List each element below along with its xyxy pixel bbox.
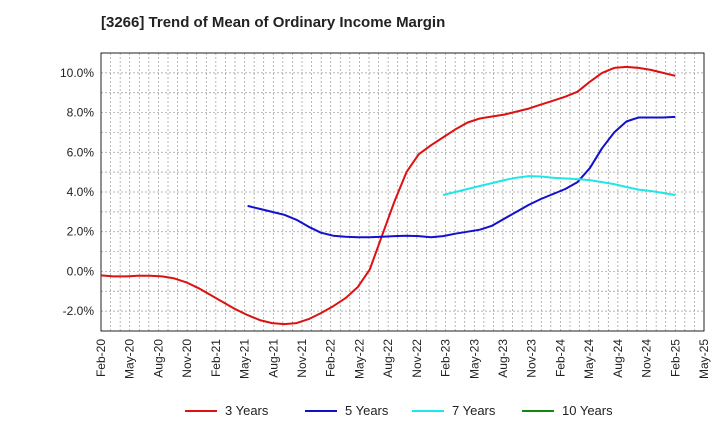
x-tick-label: Feb-24 bbox=[553, 339, 567, 377]
x-tick-label: Feb-20 bbox=[94, 339, 108, 377]
x-tick-label: May-23 bbox=[467, 339, 481, 379]
x-tick-label: May-25 bbox=[697, 339, 711, 379]
x-tick-label: Feb-23 bbox=[439, 339, 453, 377]
x-tick-label: Aug-20 bbox=[151, 339, 165, 378]
x-tick-label: Aug-22 bbox=[381, 339, 395, 378]
series-line-5-years bbox=[247, 115, 676, 239]
legend-label: 7 Years bbox=[452, 403, 496, 418]
x-tick-label: Feb-25 bbox=[668, 339, 682, 377]
series-line-7-years bbox=[442, 175, 676, 196]
y-tick-label: -2.0% bbox=[63, 304, 95, 318]
chart-title: [3266] Trend of Mean of Ordinary Income … bbox=[101, 14, 446, 31]
x-tick-label: Aug-21 bbox=[266, 339, 280, 378]
x-tick-label: Aug-23 bbox=[496, 339, 510, 378]
y-tick-label: 2.0% bbox=[67, 225, 95, 239]
x-tick-label: May-24 bbox=[582, 339, 596, 379]
y-tick-label: 10.0% bbox=[60, 66, 94, 80]
series-line-3-years bbox=[100, 65, 676, 326]
y-tick-label: 8.0% bbox=[67, 106, 95, 120]
plot-border bbox=[100, 52, 705, 332]
y-tick-label: 6.0% bbox=[67, 145, 95, 159]
x-tick-label: Feb-21 bbox=[209, 339, 223, 377]
x-tick-label: Nov-24 bbox=[640, 339, 654, 378]
x-tick-label: Feb-22 bbox=[324, 339, 338, 377]
legend-label: 5 Years bbox=[345, 403, 389, 418]
x-tick-label: May-22 bbox=[352, 339, 366, 379]
x-tick-label: Nov-22 bbox=[410, 339, 424, 378]
x-tick-label: May-20 bbox=[123, 339, 137, 379]
legend-label: 10 Years bbox=[562, 403, 613, 418]
y-tick-label: 0.0% bbox=[67, 264, 95, 278]
x-tick-label: Aug-24 bbox=[611, 339, 625, 378]
y-tick-label: 4.0% bbox=[67, 185, 95, 199]
x-tick-label: Nov-23 bbox=[525, 339, 539, 378]
legend-label: 3 Years bbox=[225, 403, 269, 418]
x-tick-label: Nov-20 bbox=[180, 339, 194, 378]
x-tick-label: May-21 bbox=[238, 339, 252, 379]
x-tick-label: Nov-21 bbox=[295, 339, 309, 378]
